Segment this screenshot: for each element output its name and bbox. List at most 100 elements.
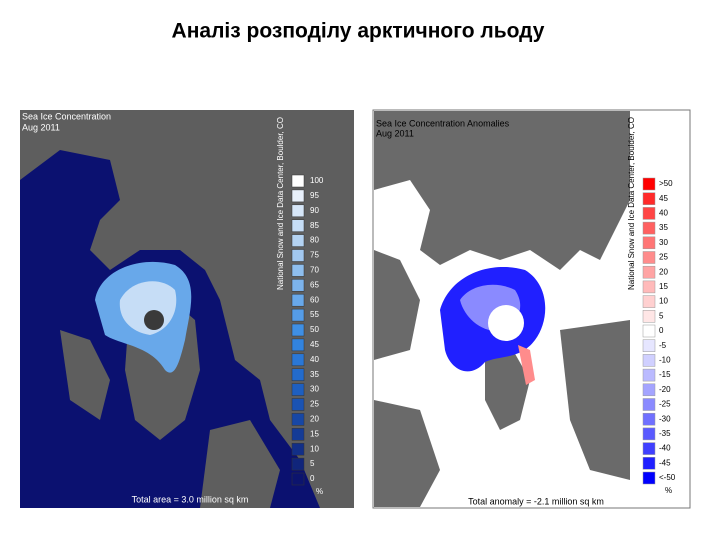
legend-unit: % <box>316 487 323 496</box>
land <box>60 330 110 420</box>
land <box>485 345 530 430</box>
legend-label: 40 <box>659 209 668 218</box>
legend-swatch <box>291 353 305 367</box>
legend-label: 15 <box>659 282 668 291</box>
legend-label: 60 <box>310 295 319 304</box>
legend-swatch <box>291 174 305 188</box>
legend-swatch <box>642 192 656 205</box>
legend-label: -45 <box>659 458 671 467</box>
legend-swatch <box>642 354 656 367</box>
legend-swatch <box>291 383 305 396</box>
legend-label: -40 <box>659 444 671 453</box>
map-date: Aug 2011 <box>376 128 414 138</box>
legend-label: 25 <box>659 253 668 262</box>
legend-label: -20 <box>659 385 671 394</box>
legend: >50 45 40 35 30 25 20 15 10 5 0 -5 -10 -15 -20 -25 -30 -3… <box>642 177 676 495</box>
anomaly-map: Sea Ice Concentration Anomalies Aug 2011… <box>372 109 691 509</box>
legend-label: 0 <box>659 326 664 335</box>
slide-title: Аналіз розподілу арктичного льоду <box>172 20 545 43</box>
legend-swatch <box>291 249 305 262</box>
legend-label: 100 <box>310 176 324 185</box>
legend-label: 85 <box>310 221 319 230</box>
legend-label: 80 <box>310 236 319 245</box>
legend-label: 45 <box>659 194 668 203</box>
legend-swatch <box>291 398 305 411</box>
legend-label: 25 <box>310 400 319 409</box>
concentration-map: Sea Ice Concentration Aug 2011 National … <box>20 110 354 508</box>
legend-swatch <box>642 442 656 455</box>
legend-label: 45 <box>310 340 319 349</box>
legend-swatch <box>642 280 656 294</box>
legend-unit: % <box>665 486 672 495</box>
legend-label: -35 <box>659 429 671 438</box>
legend-swatch <box>642 383 656 397</box>
legend-label: -5 <box>659 341 667 350</box>
legend-swatch <box>642 471 656 485</box>
legend-swatch <box>291 338 305 352</box>
legend-label: 55 <box>310 310 319 319</box>
legend-label: 35 <box>659 223 668 232</box>
legend-swatch <box>642 207 656 220</box>
legend-label: -30 <box>659 414 671 423</box>
legend-swatch <box>642 265 656 279</box>
legend-label: 70 <box>310 266 319 275</box>
map-date: Aug 2011 <box>22 122 60 132</box>
land <box>20 110 354 508</box>
legend-swatch <box>642 295 656 308</box>
legend-label: -15 <box>659 370 671 379</box>
legend-swatch <box>642 236 656 250</box>
map-title: Sea Ice Concentration Anomalies <box>376 118 510 128</box>
legend-label: 30 <box>310 385 319 394</box>
legend-swatch <box>642 177 656 191</box>
legend-swatch <box>291 428 305 441</box>
legend-label: 75 <box>310 251 319 260</box>
legend-label: -10 <box>659 356 671 365</box>
legend-swatch <box>291 234 305 247</box>
land <box>374 111 630 270</box>
legend-swatch <box>291 293 305 307</box>
legend-swatch <box>291 413 305 426</box>
legend-label: 40 <box>310 355 319 364</box>
legend-swatch <box>642 251 656 264</box>
legend-swatch <box>642 457 656 470</box>
legend-swatch <box>642 324 656 338</box>
legend-label: <-50 <box>659 473 676 482</box>
legend-swatch <box>291 189 305 203</box>
legend-swatch <box>642 398 656 411</box>
legend-swatch <box>291 308 305 322</box>
land <box>374 400 440 507</box>
legend-label: 10 <box>659 297 668 306</box>
legend-swatch <box>642 339 656 352</box>
legend-swatch <box>642 221 656 235</box>
legend-label: 90 <box>310 206 319 215</box>
legend-label: 50 <box>310 325 319 334</box>
legend-swatch <box>291 219 305 232</box>
land <box>560 320 630 480</box>
legend-label: >50 <box>659 179 673 188</box>
pole-hole <box>144 310 164 330</box>
legend-swatch <box>291 368 305 381</box>
legend: 1009590858075706560555045403530252015105… <box>291 174 324 496</box>
land <box>374 250 420 360</box>
legend-label: 5 <box>310 459 315 468</box>
anomaly-positive <box>518 345 535 385</box>
legend-label: 20 <box>310 415 319 424</box>
land <box>200 420 280 508</box>
legend-label: 95 <box>310 191 319 200</box>
legend-swatch <box>642 310 656 323</box>
legend-label: 15 <box>310 429 319 438</box>
legend-label: -25 <box>659 400 671 409</box>
legend-swatch <box>291 442 305 456</box>
total: Total area = 3.0 million sq km <box>132 494 249 504</box>
map-title: Sea Ice Concentration <box>22 111 111 121</box>
legend-swatch <box>291 457 305 471</box>
legend-label: 0 <box>310 474 315 483</box>
total: Total anomaly = -2.1 million sq km <box>468 496 604 506</box>
legend-label: 5 <box>659 311 664 320</box>
legend-label: 20 <box>659 267 668 276</box>
legend-label: 30 <box>659 238 668 247</box>
credit: National Snow and Ice Data Center, Bould… <box>276 117 285 290</box>
